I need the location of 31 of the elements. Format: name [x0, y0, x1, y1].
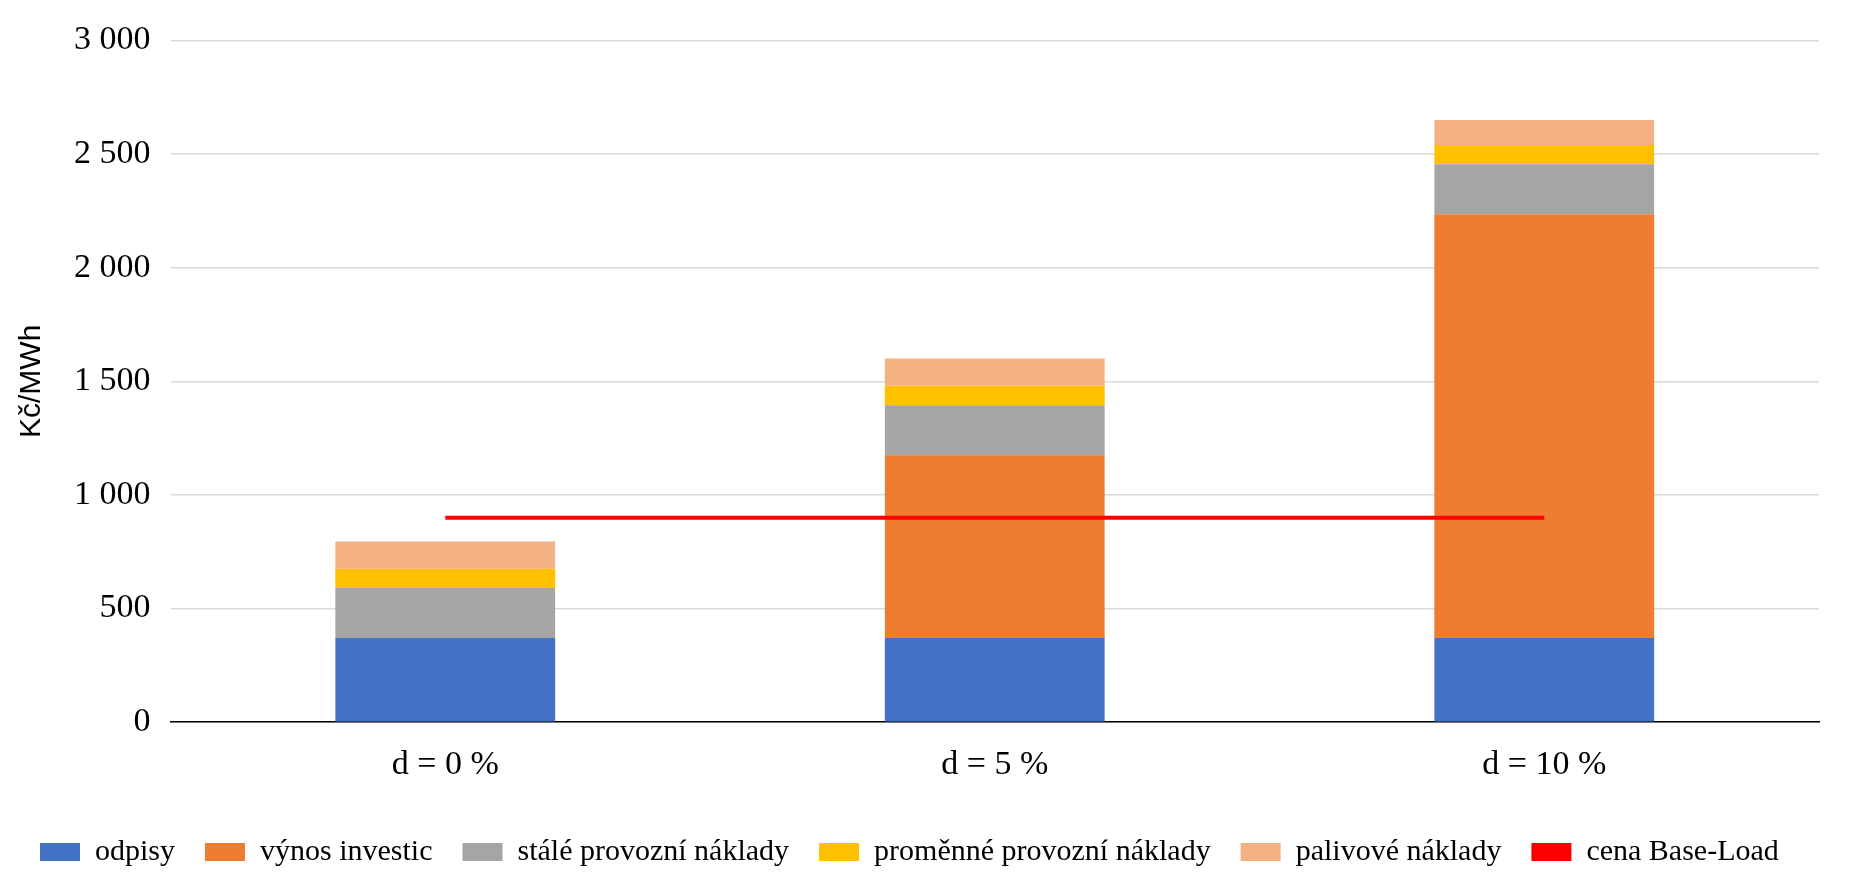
bar [335, 588, 556, 639]
legend-label: odpisy [95, 832, 176, 866]
y-tick-label: 1 000 [74, 473, 151, 511]
y-tick-label: 1 500 [74, 360, 151, 398]
legend-label: proměnné provozní náklady [874, 832, 1211, 866]
y-tick-label: 0 [133, 701, 151, 739]
y-tick-label: 2 500 [74, 132, 151, 170]
legend-label: palivové náklady [1295, 832, 1502, 866]
legend-label: cena Base-Load [1586, 832, 1779, 866]
legend-label: stálé provozní náklady [517, 832, 790, 866]
x-tick-label: d = 5 % [941, 743, 1049, 781]
y-tick-label: 2 000 [74, 246, 151, 284]
bar [884, 638, 1105, 722]
bar [884, 455, 1105, 639]
bar [1434, 164, 1655, 215]
bar [1434, 144, 1655, 165]
y-tick-label: 500 [99, 587, 151, 625]
bar [335, 638, 556, 722]
legend-label: výnos investic [260, 832, 433, 866]
x-tick-label: d = 0 % [391, 743, 499, 781]
bar [884, 385, 1105, 406]
y-tick-label: 3 000 [74, 19, 151, 57]
y-axis-title: Kč/MWh [13, 324, 47, 438]
bar [335, 568, 556, 589]
bar [1434, 119, 1655, 145]
bar [1434, 638, 1655, 722]
x-tick-label: d = 10 % [1482, 743, 1607, 781]
bar [1434, 214, 1655, 639]
bar [884, 405, 1105, 456]
bar [884, 358, 1105, 386]
bar [335, 541, 556, 569]
